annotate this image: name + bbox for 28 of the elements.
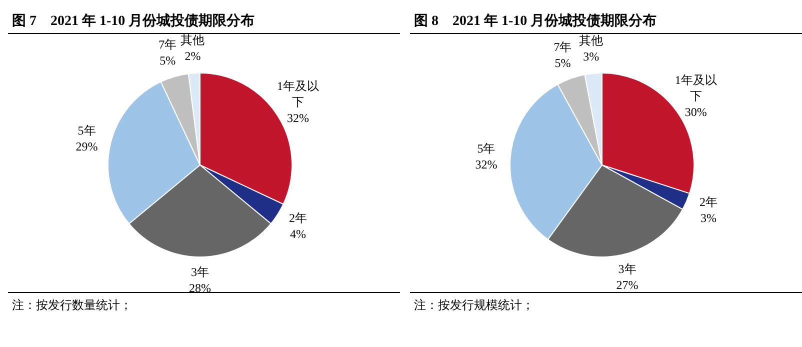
text: 注：按发行规模统计； xyxy=(414,297,535,314)
slice-label: 1年及以下 xyxy=(276,78,319,109)
data-label: 32% xyxy=(475,157,498,172)
data-label: 27% xyxy=(616,278,638,292)
data-label: 32% xyxy=(286,110,309,125)
slice-label: 7年 xyxy=(158,37,177,52)
data-label: 5% xyxy=(554,56,571,70)
slice-label: 其他 xyxy=(180,32,205,47)
slice-label: 其他 xyxy=(579,33,604,48)
text: 注：按发行数量统计； xyxy=(12,297,133,314)
slice-label: 7年 xyxy=(554,40,572,54)
slice-label: 2年 xyxy=(699,194,718,209)
slice-label: 5年 xyxy=(477,141,496,156)
slice-label: 2年 xyxy=(288,210,307,225)
chart-title: 图 8 2021 年 1-10 月份城投债期限分布 xyxy=(410,8,802,34)
data-label: 30% xyxy=(684,104,707,119)
data-label: 5% xyxy=(160,53,176,68)
slice-label: 3年 xyxy=(618,262,636,276)
data-label: 29% xyxy=(76,139,98,154)
slice-label: 5年 xyxy=(78,123,96,138)
data-label: 3% xyxy=(583,49,600,64)
data-label: 4% xyxy=(290,226,306,241)
data-label: 3% xyxy=(700,210,716,225)
data-label: 2% xyxy=(184,48,201,63)
slice-label: 3年 xyxy=(191,264,209,279)
data-label: 28% xyxy=(189,280,211,295)
slice-label: 1年及以下 xyxy=(674,72,717,103)
chart-title: 图 7 2021 年 1-10 月份城投债期限分布 xyxy=(8,8,400,34)
